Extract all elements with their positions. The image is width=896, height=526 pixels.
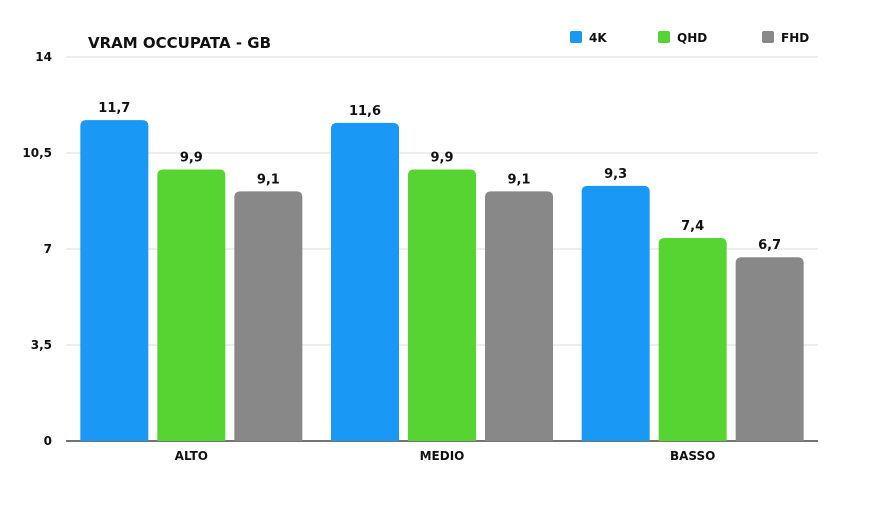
legend-label-qhd: QHD [677,31,707,45]
data-label: 6,7 [758,238,781,253]
bar-4k-alto [80,120,149,441]
x-tick-label: ALTO [175,449,208,463]
data-label: 11,6 [349,104,381,119]
legend-swatch-4k [570,31,582,43]
legend-label-fhd: FHD [781,31,809,45]
bar-fhd-alto [234,191,303,441]
legend-label-4k: 4K [589,31,607,45]
data-label: 9,9 [180,150,203,165]
bar-qhd-alto [157,169,226,441]
bar-fhd-medio [485,191,553,441]
data-label: 11,7 [98,101,130,116]
legend-swatch-qhd [658,31,670,43]
x-tick-label: MEDIO [420,449,465,463]
data-label: 9,1 [257,172,280,187]
y-tick-label: 7 [44,242,52,256]
bar-4k-basso [581,185,650,441]
bar-qhd-medio [408,169,476,441]
x-tick-label: BASSO [670,449,715,463]
data-label: 7,4 [681,219,704,234]
data-label: 9,9 [430,150,453,165]
legend-swatch-fhd [762,31,774,43]
data-label: 9,1 [507,172,530,187]
y-tick-label: 10,5 [22,146,52,160]
bar-fhd-basso [735,257,804,441]
chart-title: VRAM OCCUPATA - GB [88,34,271,52]
bar-4k-medio [331,122,399,441]
y-tick-label: 0 [44,434,52,448]
y-tick-label: 3,5 [31,338,52,352]
bar-qhd-basso [658,238,727,441]
data-label: 9,3 [604,167,627,182]
y-tick-label: 14 [35,50,52,64]
